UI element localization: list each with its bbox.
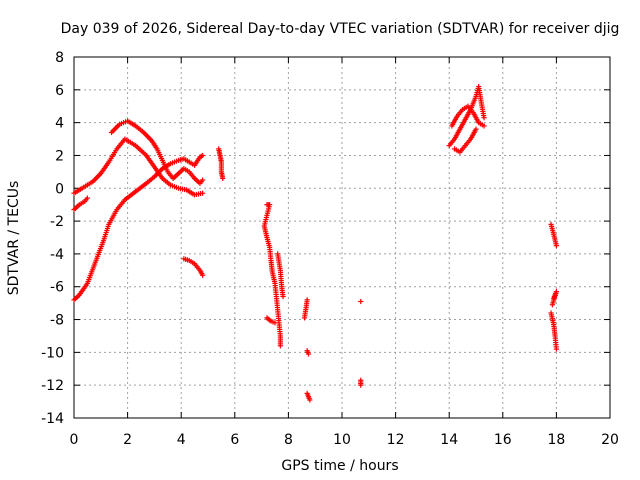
y-tick-label: -14 xyxy=(41,411,64,427)
data-point xyxy=(280,293,286,300)
data-point xyxy=(200,190,206,196)
x-tick-label: 6 xyxy=(230,432,239,448)
data-point xyxy=(481,123,487,129)
x-tick-labels: 0 2 4 6 8 10 12 14 16 18 20 xyxy=(70,432,619,448)
x-tick-label: 8 xyxy=(284,432,293,448)
x-tick-label: 4 xyxy=(177,432,186,448)
y-tick-label: 0 xyxy=(55,181,64,197)
grid xyxy=(74,57,610,418)
series-track-i xyxy=(275,251,286,300)
y-tick-labels: -14 -12 -10 -8 -6 -4 -2 0 2 4 6 8 xyxy=(41,50,64,427)
y-tick-label: -6 xyxy=(50,280,64,296)
y-tick-label: -12 xyxy=(41,378,64,394)
series-track-q xyxy=(451,126,479,155)
data-point xyxy=(307,397,313,403)
data-point xyxy=(473,126,479,132)
data-point xyxy=(200,272,206,278)
y-tick-label: 2 xyxy=(55,148,64,164)
x-tick-label: 12 xyxy=(387,432,405,448)
x-tick-label: 2 xyxy=(123,432,132,448)
data-point xyxy=(358,382,364,388)
x-axis-label: GPS time / hours xyxy=(281,458,398,474)
y-tick-label: -10 xyxy=(41,345,64,361)
series-track-e xyxy=(181,256,206,278)
x-tick-label: 20 xyxy=(601,432,619,448)
y-tick-label: -2 xyxy=(50,214,64,230)
series-track-a xyxy=(71,136,206,198)
series-track-k xyxy=(304,348,312,357)
series-track-r xyxy=(548,221,559,249)
data-point xyxy=(200,177,206,183)
data-point xyxy=(358,298,364,305)
series-track-h xyxy=(264,315,278,326)
data-point xyxy=(200,152,206,159)
series-track-g xyxy=(261,202,283,349)
data-point xyxy=(220,175,226,182)
x-tick-label: 0 xyxy=(70,432,79,448)
series-track-b xyxy=(71,152,206,303)
series-track-p xyxy=(449,103,487,129)
x-tick-label: 14 xyxy=(440,432,458,448)
series-track-d xyxy=(71,195,90,213)
data-point xyxy=(549,302,555,308)
data-point xyxy=(84,195,90,201)
series-track-s xyxy=(549,289,559,308)
y-tick-label: 4 xyxy=(55,116,64,132)
x-tick-label: 10 xyxy=(333,432,351,448)
series-track-m xyxy=(358,298,364,305)
series-track-t xyxy=(548,310,559,352)
series-track-f xyxy=(216,146,226,182)
data-point xyxy=(481,115,487,121)
data-point xyxy=(305,351,312,357)
series-track-l xyxy=(304,390,313,403)
data-point xyxy=(301,315,308,321)
y-tick-label: -4 xyxy=(50,247,64,263)
data-points xyxy=(71,83,559,403)
data-point xyxy=(553,243,559,249)
data-point xyxy=(272,320,278,326)
data-point xyxy=(277,343,283,349)
data-point xyxy=(553,346,559,352)
y-tick-label: 6 xyxy=(55,83,64,99)
series-track-n xyxy=(358,377,364,388)
y-tick-label: 8 xyxy=(55,50,64,66)
chart-title: Day 039 of 2026, Sidereal Day-to-day VTE… xyxy=(61,21,620,37)
y-axis-label: SDTVAR / TECUs xyxy=(6,181,22,296)
series-track-c xyxy=(108,118,206,186)
x-tick-label: 16 xyxy=(494,432,512,448)
y-tick-label: -8 xyxy=(50,313,64,329)
series-track-o xyxy=(446,83,487,149)
series-track-j xyxy=(301,297,310,321)
x-tick-label: 18 xyxy=(547,432,565,448)
